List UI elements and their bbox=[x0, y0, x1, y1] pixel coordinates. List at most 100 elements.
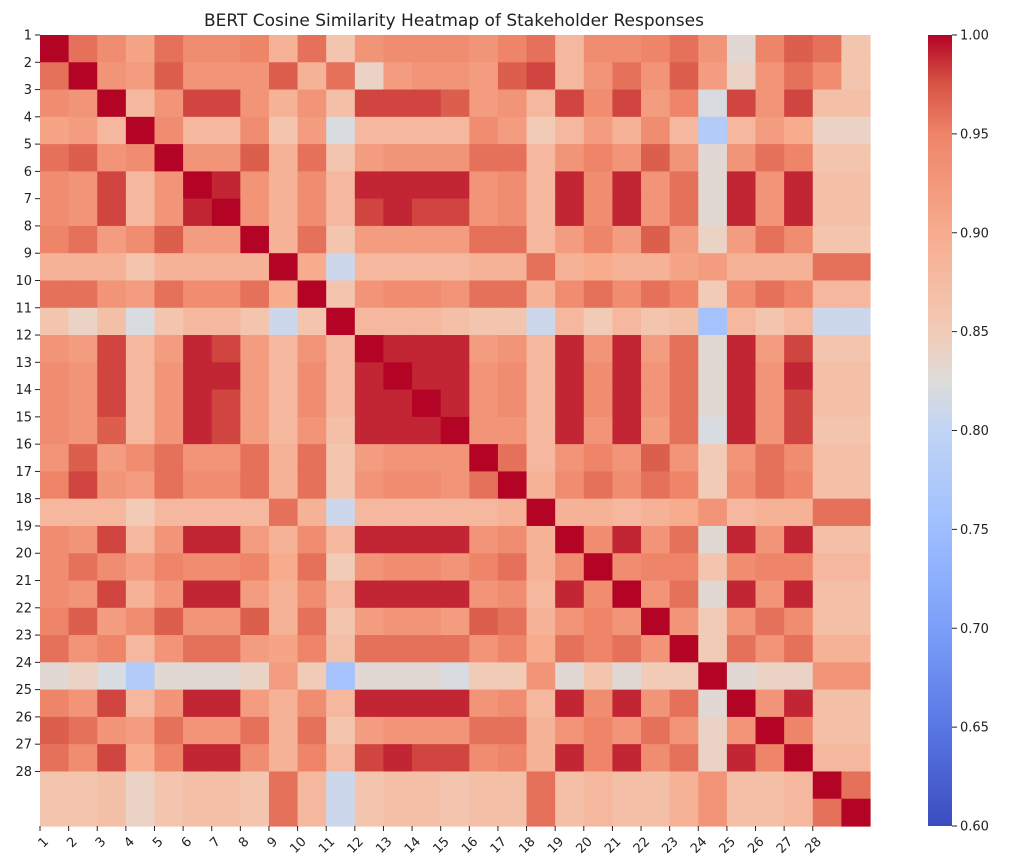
heatmap-cell bbox=[641, 89, 671, 118]
heatmap-cell bbox=[268, 607, 299, 636]
x-tick-label: 19 bbox=[545, 834, 567, 856]
heatmap-cell bbox=[240, 498, 270, 527]
heatmap-cell bbox=[40, 798, 70, 827]
heatmap-cell bbox=[326, 307, 356, 336]
heatmap-cell bbox=[40, 771, 70, 800]
heatmap-cell bbox=[240, 798, 270, 827]
heatmap-cell bbox=[297, 716, 327, 745]
heatmap-cell bbox=[154, 471, 184, 500]
heatmap-cell bbox=[669, 362, 699, 391]
heatmap-cell bbox=[326, 553, 356, 582]
heatmap-cell bbox=[297, 525, 327, 554]
heatmap-cell bbox=[68, 444, 98, 473]
x-axis-ticks: 1 2 3 4 5 6 7 8 9 10 11 12 13 14 15 16 17 18 19 20 21 22 23 24 2… bbox=[36, 826, 825, 857]
x-tick-label: 2 bbox=[64, 834, 80, 850]
heatmap-cell bbox=[669, 498, 699, 527]
heatmap-cell bbox=[841, 580, 871, 609]
heatmap-cell bbox=[698, 498, 728, 527]
heatmap-cell bbox=[784, 525, 814, 554]
heatmap-cell bbox=[755, 89, 785, 118]
heatmap-cell bbox=[612, 35, 642, 63]
heatmap-cell bbox=[268, 471, 299, 500]
heatmap-cell bbox=[812, 771, 842, 800]
heatmap-cell bbox=[125, 362, 156, 391]
heatmap-cell bbox=[497, 389, 528, 418]
heatmap-cell bbox=[297, 280, 327, 309]
heatmap-cell bbox=[183, 362, 213, 391]
heatmap-cell bbox=[211, 662, 241, 691]
heatmap-cell bbox=[412, 771, 442, 800]
heatmap-cell bbox=[812, 89, 842, 118]
heatmap-cell bbox=[412, 62, 442, 91]
y-tick-label: 7 bbox=[24, 192, 32, 207]
heatmap-cell bbox=[68, 525, 98, 554]
heatmap-cell bbox=[268, 771, 299, 800]
heatmap-cell bbox=[211, 144, 241, 172]
heatmap-cell bbox=[240, 280, 270, 309]
heatmap-cell bbox=[240, 89, 270, 118]
heatmap-cell bbox=[812, 389, 842, 418]
heatmap-cell bbox=[612, 89, 642, 118]
heatmap-cell bbox=[612, 744, 642, 773]
heatmap-cell bbox=[40, 62, 70, 91]
heatmap-cell bbox=[97, 498, 127, 527]
heatmap-cell bbox=[183, 307, 213, 336]
heatmap-cell bbox=[412, 362, 442, 391]
heatmap-cell bbox=[812, 689, 842, 718]
heatmap-cell bbox=[97, 144, 127, 172]
heatmap-cell bbox=[612, 798, 642, 827]
heatmap-cell bbox=[497, 798, 528, 827]
heatmap-cell bbox=[469, 444, 499, 473]
heatmap-cell bbox=[841, 744, 871, 773]
heatmap-cell bbox=[40, 498, 70, 527]
heatmap-cell bbox=[125, 471, 156, 500]
heatmap-cell bbox=[125, 607, 156, 636]
heatmap-cell bbox=[412, 198, 442, 227]
heatmap-cell bbox=[97, 307, 127, 336]
heatmap-cell bbox=[841, 553, 871, 582]
heatmap-cell bbox=[211, 35, 241, 63]
heatmap-cell bbox=[326, 444, 356, 473]
heatmap-cell bbox=[755, 171, 785, 200]
heatmap-cell bbox=[412, 635, 442, 663]
heatmap-cell bbox=[726, 62, 757, 91]
heatmap-cell bbox=[755, 744, 785, 773]
heatmap-cell bbox=[268, 553, 299, 582]
heatmap-cell bbox=[841, 662, 871, 691]
heatmap-cell bbox=[68, 116, 98, 145]
heatmap-cell bbox=[297, 171, 327, 200]
heatmap-cell bbox=[469, 307, 499, 336]
heatmap-cell bbox=[268, 89, 299, 118]
heatmap-cell bbox=[755, 689, 785, 718]
heatmap-cell bbox=[154, 116, 184, 145]
heatmap-cell bbox=[211, 689, 241, 718]
heatmap-cell bbox=[354, 362, 385, 391]
heatmap-cell bbox=[555, 171, 585, 200]
heatmap-cell bbox=[68, 416, 98, 445]
heatmap-cell bbox=[726, 171, 757, 200]
heatmap-cell bbox=[555, 198, 585, 227]
heatmap-cell bbox=[812, 362, 842, 391]
heatmap-cell bbox=[784, 116, 814, 145]
heatmap-cell bbox=[440, 716, 470, 745]
heatmap-cell bbox=[383, 689, 413, 718]
heatmap-cell bbox=[125, 580, 156, 609]
heatmap-cell bbox=[326, 280, 356, 309]
heatmap-cell bbox=[669, 171, 699, 200]
heatmap-cell bbox=[841, 307, 871, 336]
heatmap-cell bbox=[154, 444, 184, 473]
heatmap-cell bbox=[297, 798, 327, 827]
heatmap-cell bbox=[326, 580, 356, 609]
heatmap-cell bbox=[469, 471, 499, 500]
heatmap-cell bbox=[211, 307, 241, 336]
heatmap-cell bbox=[526, 662, 556, 691]
heatmap-cell bbox=[154, 89, 184, 118]
heatmap-cell bbox=[240, 35, 270, 63]
heatmap-cell bbox=[469, 89, 499, 118]
heatmap-cell bbox=[669, 444, 699, 473]
heatmap-cell bbox=[125, 198, 156, 227]
heatmap-cell bbox=[68, 335, 98, 363]
heatmap-cell bbox=[211, 580, 241, 609]
heatmap-cell bbox=[183, 689, 213, 718]
heatmap-cell bbox=[641, 35, 671, 63]
